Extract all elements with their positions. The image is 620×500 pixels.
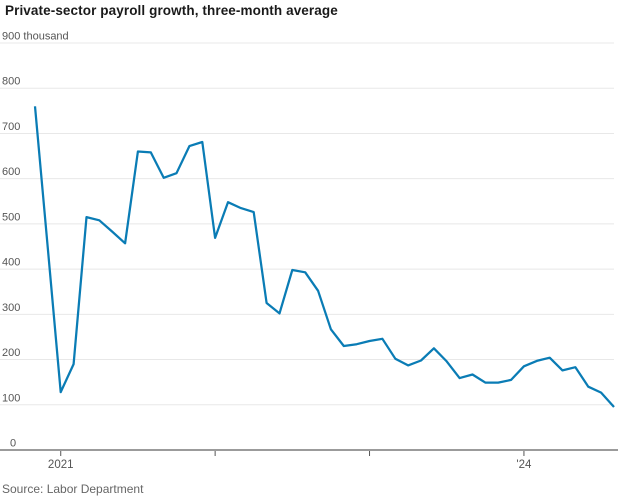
x-axis-label-2024-01: '24 (516, 459, 532, 471)
y-axis-label-900: 900 thousand (2, 31, 69, 43)
payroll-trend-line (33, 106, 615, 408)
y-axis-label-600: 600 (2, 166, 20, 178)
y-axis-label-100: 100 (2, 392, 20, 404)
x-axis-label-2021-01: 2021 (48, 459, 74, 471)
y-axis-label-700: 700 (2, 121, 20, 133)
y-axis-label-400: 400 (2, 257, 20, 269)
source-attribution: Source: Labor Department (2, 482, 144, 496)
y-axis-label-200: 200 (2, 347, 20, 359)
y-axis-label-500: 500 (2, 211, 20, 223)
y-axis-label-800: 800 (2, 76, 20, 88)
y-axis-label-0: 0 (10, 438, 16, 450)
y-axis-label-300: 300 (2, 302, 20, 314)
chart-title: Private-sector payroll growth, three-mon… (5, 3, 338, 18)
